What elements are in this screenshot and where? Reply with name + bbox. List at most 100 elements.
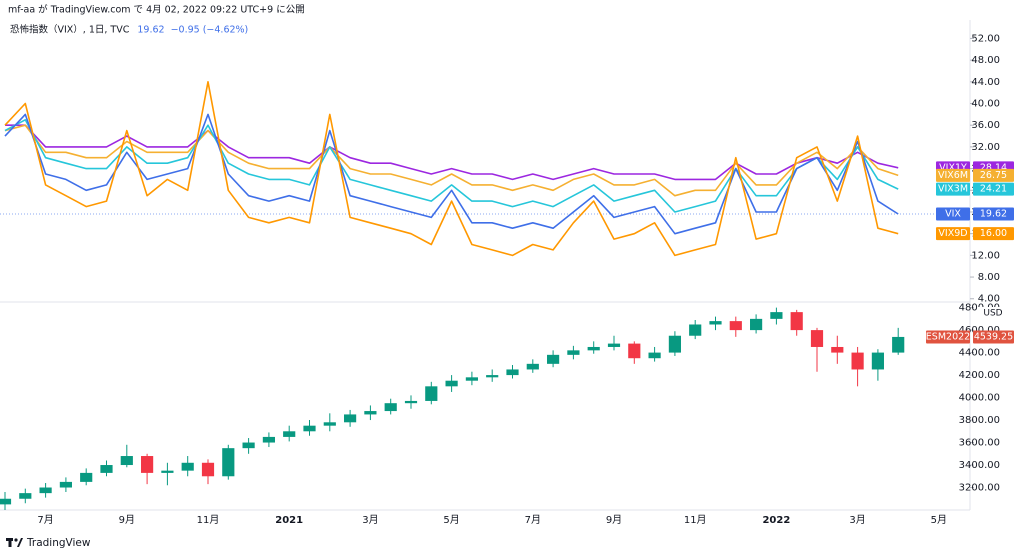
y-tick-label: 3800.00 bbox=[959, 415, 1000, 426]
candle-body bbox=[668, 335, 681, 353]
candle-body bbox=[262, 436, 275, 443]
series-line bbox=[5, 124, 899, 181]
candle-body bbox=[486, 375, 499, 378]
price-tag-value-bg bbox=[973, 330, 1014, 344]
candle-body bbox=[709, 321, 722, 325]
y-tick-label: 40.00 bbox=[971, 99, 1000, 110]
candle-body bbox=[892, 336, 905, 353]
candle-body bbox=[242, 442, 255, 449]
series-line bbox=[4, 113, 899, 235]
series-line bbox=[4, 119, 899, 213]
price-tag-value: 4539.25 bbox=[974, 331, 1013, 342]
candle-body bbox=[0, 498, 12, 505]
candle-body bbox=[404, 400, 418, 404]
x-tick-label: 2022 bbox=[762, 515, 790, 526]
candle-body bbox=[120, 456, 133, 466]
price-tag-value-bg bbox=[973, 207, 1014, 221]
candle-body bbox=[100, 465, 113, 473]
candle-body bbox=[80, 472, 93, 482]
price-tag-name: VIX1Y bbox=[939, 162, 967, 173]
x-tick-label: 3月 bbox=[362, 514, 378, 526]
candle-body bbox=[364, 411, 377, 415]
candle-body bbox=[384, 403, 397, 412]
price-tag-name-bg bbox=[936, 182, 970, 196]
price-tag-name: VIX9D bbox=[938, 228, 967, 239]
candle-body bbox=[222, 448, 235, 477]
candle-body bbox=[770, 312, 783, 319]
series-line bbox=[4, 124, 899, 197]
y-tick-label: 4400.00 bbox=[959, 348, 1000, 359]
price-tag-name-bg bbox=[936, 227, 970, 241]
candle-body bbox=[526, 363, 539, 370]
x-tick-label: 5月 bbox=[443, 514, 459, 526]
candle-body bbox=[181, 462, 194, 471]
y-tick-label: 52.00 bbox=[971, 33, 1000, 44]
candle-body bbox=[39, 487, 52, 494]
price-tag-value: 28.14 bbox=[980, 162, 1007, 173]
y-tick-label: 36.00 bbox=[971, 120, 1000, 131]
price-tag-name: VIX3M bbox=[938, 184, 968, 195]
candle-body bbox=[587, 346, 600, 351]
candle-body bbox=[201, 462, 215, 477]
price-tag-name: ESM2022 bbox=[926, 331, 970, 342]
footer-brand: TradingView bbox=[26, 537, 91, 549]
candle-body bbox=[344, 414, 357, 423]
x-tick-label: 7月 bbox=[37, 514, 53, 526]
y-tick-label: 12.00 bbox=[971, 250, 1000, 261]
candle-body bbox=[810, 330, 824, 347]
y-tick-label: 44.00 bbox=[971, 77, 1000, 88]
price-tag-name-bg bbox=[936, 207, 970, 221]
y-tick-label: 4000.00 bbox=[959, 393, 1000, 404]
candle-body bbox=[303, 425, 316, 432]
x-tick-label: 11月 bbox=[197, 514, 220, 526]
candle-body bbox=[547, 354, 560, 364]
x-tick-label: 3月 bbox=[849, 514, 865, 526]
x-tick-label: 9月 bbox=[119, 514, 135, 526]
legend-title: 恐怖指数（VIX）, 1日, TVC bbox=[10, 24, 130, 36]
unit-box bbox=[978, 307, 1008, 319]
x-tick-label: 2021 bbox=[275, 515, 303, 526]
price-tag-value-bg bbox=[973, 182, 1014, 196]
price-tag-name: VIX bbox=[945, 209, 961, 220]
candle-body bbox=[161, 470, 174, 473]
candle-body bbox=[750, 318, 763, 331]
legend-change: −0.95 (−4.62%) bbox=[171, 25, 249, 36]
y-tick-label: 32.00 bbox=[971, 142, 1000, 153]
y-tick-label: 4.00 bbox=[978, 294, 1000, 305]
y-tick-label: 8.00 bbox=[978, 272, 1000, 283]
candle-body bbox=[831, 346, 844, 353]
candle-body bbox=[871, 352, 884, 370]
footer-logo bbox=[6, 538, 23, 547]
x-tick-label: 7月 bbox=[525, 514, 541, 526]
candle-body bbox=[689, 324, 702, 336]
candle-body bbox=[59, 481, 72, 488]
price-tag-value-bg bbox=[973, 168, 1014, 182]
price-tag-value: 16.00 bbox=[980, 228, 1007, 239]
price-tag-name-bg bbox=[936, 168, 970, 182]
y-tick-label: 48.00 bbox=[971, 55, 1000, 66]
candle-body bbox=[851, 352, 864, 370]
candle-body bbox=[729, 321, 742, 331]
price-tag-value: 19.62 bbox=[980, 209, 1007, 220]
y-unit: USD bbox=[983, 309, 1002, 319]
y-tick-label: 3600.00 bbox=[959, 438, 1000, 449]
candle-body bbox=[323, 422, 336, 426]
candle-body bbox=[607, 343, 621, 347]
price-tag-value-bg bbox=[973, 227, 1014, 241]
price-tag-name: VIX6M bbox=[938, 170, 968, 181]
candle-body bbox=[506, 369, 519, 376]
candle-body bbox=[445, 380, 458, 387]
x-tick-label: 5月 bbox=[931, 514, 947, 526]
x-tick-label: 11月 bbox=[684, 514, 707, 526]
candle-body bbox=[790, 312, 803, 331]
candle-body bbox=[283, 431, 296, 437]
candle-body bbox=[141, 456, 154, 473]
candle-body bbox=[425, 386, 438, 401]
y-tick-label: 3200.00 bbox=[959, 483, 1000, 494]
x-tick-label: 9月 bbox=[606, 514, 622, 526]
candle-body bbox=[465, 377, 478, 381]
candle-body bbox=[19, 493, 32, 499]
candle-body bbox=[567, 350, 580, 355]
